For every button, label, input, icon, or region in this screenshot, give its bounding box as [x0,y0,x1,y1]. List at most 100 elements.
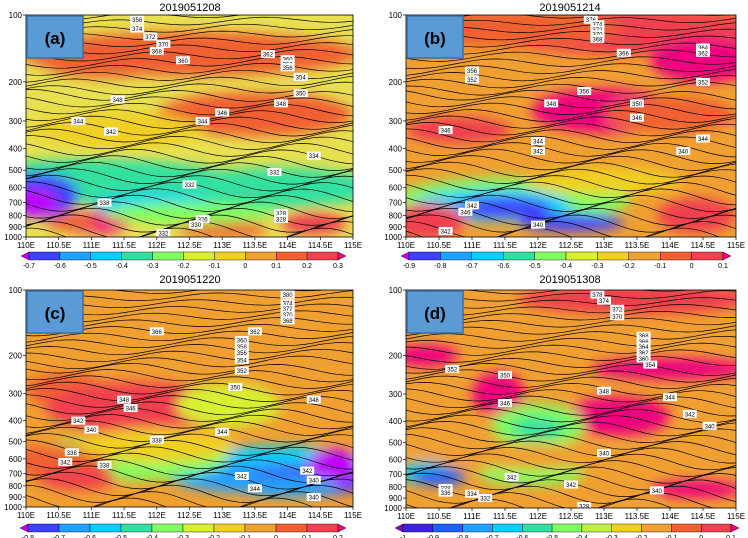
contour-label-box [636,331,651,340]
contour-label: 368 [152,49,163,55]
contour-line [26,102,353,117]
colorbar-label: -0.5 [115,535,127,538]
colorbar-label: -0.7 [53,535,65,538]
x-tick-label: 110E [397,241,415,250]
colorbar-label: -0.1 [208,263,220,270]
contour-line [26,388,353,402]
contour-label: 344 [250,487,261,493]
colorbar-high-extension [722,251,732,261]
contour-label: 378 [592,293,603,299]
contour-line [406,174,736,192]
x-tick-label: 113E [213,241,231,250]
colorbar-label: -0.5 [529,263,541,270]
contour-label: 330 [191,223,202,229]
contour-label-box [97,198,112,207]
colorbar-label: -0.6 [516,535,528,538]
contour-label-box [189,220,204,229]
contour-label: 368 [592,37,603,43]
x-tick-label: 111E [463,512,481,521]
contour-label-box [234,472,249,481]
contour-label-box [280,63,295,72]
contour-line [406,375,736,390]
contour-line [406,440,736,457]
contour-label: 356 [237,351,248,357]
contour-line [406,402,736,417]
contour-label: 350 [230,386,241,392]
contour-label-box [64,448,79,457]
contour-line [26,381,353,396]
x-tick-label: 114E [279,241,297,250]
contour-line [406,68,736,82]
colorbar-swatch [462,523,493,533]
contour-label: 340 [705,424,716,430]
contour-label-box [274,99,289,108]
contour-label: 360 [178,59,189,65]
contour-label-box [630,113,644,122]
field-blob [176,383,282,428]
field-blob [412,468,466,486]
contour-label: 340 [309,478,320,484]
contour-label-box [247,484,262,493]
colorbar-label: -0.4 [576,535,588,538]
x-tick-label: 112.5E [559,241,584,250]
contour-label: 370 [158,42,169,48]
contour-label-box [610,312,625,321]
contour-line [26,439,353,456]
x-tick-label: 110.5E [46,511,71,520]
colorbar-label: -0.7 [486,535,498,538]
colorbar: -0.9 -0.8 -0.7 -0.6 -0.5 -0.4 -0.3 -0.2 -0.1 0 0.1 [400,251,732,270]
contour-line [406,194,736,213]
y-tick-label: 100 [9,286,23,295]
x-tick-label: 115E [344,511,362,520]
contour-line [406,96,736,110]
panel-label: (a) [45,29,66,48]
colorbar: -0.7 -0.6 -0.5 -0.4 -0.3 -0.2 -0.1 0 0.1 0.2 0.3 [20,251,347,270]
plot-area: 3763743723703683663643623563523563523483… [406,15,736,237]
colorbar-swatch [182,523,215,533]
contour-label: 350 [296,92,307,98]
contour-label: 352 [467,78,478,84]
y-tick-label: 800 [9,482,23,491]
contour-line [406,363,736,376]
colorbar-label: -0.1 [239,535,251,538]
panel-label: (c) [45,304,66,323]
contour-label: 342 [507,475,518,481]
x-tick-label: 111.5E [112,241,136,250]
colorbar-label: -0.5 [546,535,558,538]
contour-label: 348 [546,102,557,108]
y-tick-label: 1000 [4,233,22,242]
contour-label-box [280,290,295,299]
colorbar-label: -0.4 [116,263,128,270]
y-tick-label: 500 [9,166,23,175]
y-tick-label: 600 [9,184,23,193]
contour-line [406,161,736,178]
panel-title: 2019051308 [539,274,600,286]
colorbar-swatch [244,523,277,533]
contour-label: 342 [685,412,696,418]
contour-label-box [465,489,479,498]
contour-label: 364 [639,345,650,351]
contour-label-box [117,395,132,404]
contour-label-box [583,15,598,24]
y-tick-label: 500 [9,438,23,447]
contour-label-box [280,316,295,325]
y-tick-label: 500 [389,438,403,447]
y-tick-label: 100 [389,286,403,295]
contour-label: 354 [237,358,248,364]
contour-label: 342 [441,230,452,236]
panel: 3563743723703683603623603583563543503483… [4,2,362,270]
y-tick-label: 400 [9,145,23,154]
contour-label: 362 [250,330,261,336]
contour-label-box [465,75,479,84]
contour-line [26,369,353,383]
contour-label: 344 [73,119,84,125]
contour-label-box [234,366,249,375]
contour-label-box [306,395,321,404]
contour-label-box [267,168,282,177]
colorbar-label: -0.4 [560,263,572,270]
contour-label-box [306,151,321,160]
x-tick-label: 113E [213,511,231,520]
contour-label: 344 [217,430,228,436]
contour-label-box [306,475,321,484]
contour-label: 342 [106,130,117,136]
